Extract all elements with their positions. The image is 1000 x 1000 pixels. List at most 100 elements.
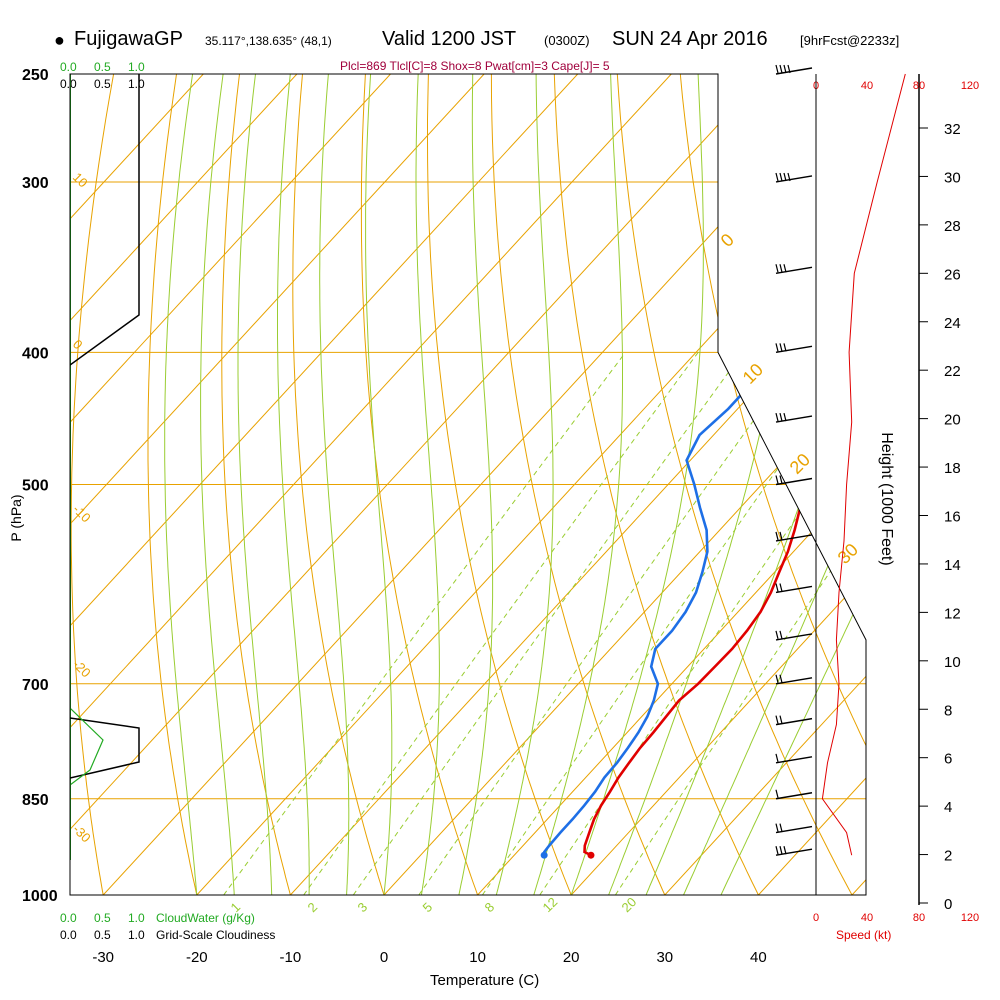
dry-adiabat-line: [427, 74, 572, 895]
moist-adiabat-line: [683, 74, 866, 895]
temperature-line: [583, 74, 866, 857]
wind-barb-flag: [779, 715, 783, 724]
mixing-ratio-label: 3: [355, 899, 371, 915]
height-tick-label: 0: [944, 896, 952, 913]
dry-adiabat-line: [147, 74, 198, 895]
height-tick-label: 8: [944, 702, 952, 719]
wind-barb-flag: [783, 64, 787, 74]
valid-date: SUN 24 Apr 2016: [612, 28, 768, 50]
wind-barb-flag: [775, 531, 779, 541]
sounding-params: Plcl=869 Tlcl[C]=8 Shox=8 Pwat[cm]=3 Cap…: [340, 59, 610, 73]
cloudiness-tick: 0.5: [94, 77, 111, 91]
wind-barb-flag: [783, 264, 787, 273]
isotherm-line: [946, 74, 1000, 895]
mixing-ratio-label: 12: [540, 894, 561, 915]
x-tick-label: 20: [563, 949, 580, 966]
dry-adiabat-line: [616, 74, 853, 895]
height-tick-label: 22: [944, 363, 961, 380]
x-tick-label: 10: [469, 949, 486, 966]
height-tick-label: 16: [944, 509, 961, 526]
moist-adiabat-line: [237, 74, 273, 895]
height-tick-label: 24: [944, 315, 961, 332]
wind-barb: [775, 792, 813, 800]
speed-tick-bottom: 120: [961, 912, 979, 924]
isotherm-line: [383, 74, 866, 895]
x-tick-label: 40: [750, 949, 767, 966]
moist-adiabat-line: [365, 74, 393, 895]
dry-adiabat-line: [553, 74, 759, 895]
wind-barb-flag: [775, 846, 779, 855]
wind-barb-flag: [783, 412, 787, 422]
dry-adiabat-line: [360, 74, 479, 895]
plot-frame: [69, 73, 867, 896]
isotherm-line: [70, 74, 579, 895]
wind-barb-flag: [779, 412, 783, 422]
mixing-ratio-label: 8: [482, 899, 498, 915]
mixing-ratio-label: 1: [228, 899, 244, 915]
mixing-ratio-line: [223, 351, 626, 895]
dry-adiabat-line: [679, 74, 866, 895]
isotherm-label: 10: [739, 360, 767, 388]
wind-barb-flag: [775, 789, 779, 798]
mixing-ratio-line: [614, 352, 866, 895]
x-tick-label: 30: [656, 949, 673, 966]
dewpoint-line: [542, 74, 814, 856]
wind-barb-flag: [779, 674, 783, 683]
wind-barb-flag: [779, 343, 783, 352]
cloudiness-tick: 0.5: [94, 928, 111, 942]
isotherm-line: [70, 74, 204, 895]
isotherm-label: 20: [786, 450, 814, 478]
height-tick-label: 18: [944, 460, 961, 477]
wind-barb-flag: [779, 823, 783, 832]
moist-adiabat-line: [533, 74, 623, 895]
cloudiness-tick: 0.0: [60, 928, 77, 942]
y-tick-label: 850: [22, 792, 49, 809]
wind-barb-flag: [775, 343, 779, 352]
cloudiness-tick: 1.0: [128, 77, 145, 91]
cloudiness-label: Grid-Scale Cloudiness: [156, 928, 276, 942]
moist-adiabat-line: [720, 74, 866, 895]
wind-barb-flag: [775, 172, 779, 182]
dry-adiabat-line: [70, 74, 115, 895]
dry-adiabat-line: [221, 74, 291, 895]
cloudiness-tick: 1.0: [128, 928, 145, 942]
station-name: FujigawaGP: [74, 28, 183, 50]
zulu-time: (0300Z): [544, 33, 590, 48]
wind-barb-flag: [779, 531, 783, 541]
mixing-ratio-line: [481, 352, 861, 895]
isotherm-label: -10: [70, 502, 94, 526]
x-tick-label: 0: [380, 949, 388, 966]
mixing-ratio-label: 20: [619, 894, 640, 915]
valid-time: Valid 1200 JST: [382, 28, 517, 50]
isotherm-label: 30: [834, 540, 862, 568]
wind-barb-flag: [783, 846, 787, 855]
isotherm-label: 10: [70, 170, 91, 191]
wind-barb-flag: [775, 753, 779, 762]
wind-barb-flag: [775, 630, 779, 640]
height-tick-label: 32: [944, 121, 961, 138]
wind-barb-flag: [775, 64, 779, 74]
x-axis-label: Temperature (C): [430, 972, 540, 989]
isotherm-line: [70, 74, 672, 895]
wind-barb-flag: [779, 172, 783, 182]
wind-barb-flag: [783, 343, 787, 352]
isotherm-line: [290, 74, 866, 895]
height-tick-label: 2: [944, 848, 952, 865]
moist-adiabat-line: [495, 74, 554, 895]
plot-area: [70, 74, 1000, 895]
height-tick-label: 28: [944, 218, 961, 235]
dry-adiabat-line: [995, 74, 1000, 895]
y-tick-label: 400: [22, 345, 49, 362]
height-tick-label: 26: [944, 266, 961, 283]
dry-adiabat-line: [932, 74, 1000, 895]
isotherm-line: [851, 74, 866, 895]
wind-barb-flag: [775, 583, 779, 592]
cloud-water-tick: 0.0: [60, 911, 77, 925]
wind-barb-flag: [775, 674, 779, 683]
isotherm-label: -20: [70, 657, 94, 681]
y-tick-label: 250: [22, 67, 49, 84]
height-tick-label: 14: [944, 557, 961, 574]
wind-barb-flag: [775, 264, 779, 273]
wind-barb-flag: [775, 475, 779, 484]
x-tick-label: -10: [280, 949, 302, 966]
